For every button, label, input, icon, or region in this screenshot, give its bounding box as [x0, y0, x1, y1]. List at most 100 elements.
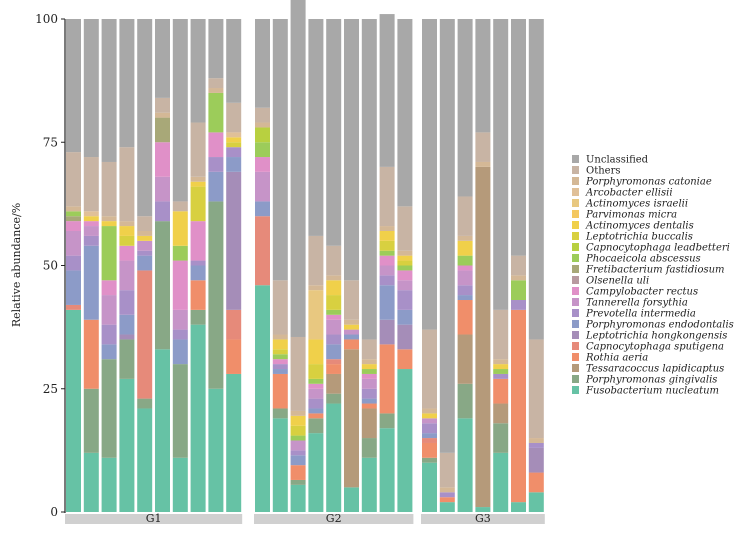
bar-segment	[344, 487, 359, 512]
bar-segment	[511, 502, 526, 512]
bar-segment	[397, 309, 413, 325]
bar-segment	[457, 19, 473, 197]
bar-segment	[422, 423, 437, 434]
bar-segment	[226, 157, 242, 172]
legend-label: Fretibacterium fastidiosum	[585, 265, 725, 276]
bar-segment	[457, 285, 473, 296]
legend-label: Prevotella intermedia	[585, 309, 696, 320]
bar-segment	[308, 398, 324, 409]
bar-segment	[397, 255, 413, 261]
bar-segment	[457, 270, 473, 286]
bar-segment	[290, 0, 306, 337]
legend-swatch	[572, 320, 579, 328]
bar-segment	[528, 447, 544, 473]
bar-segment	[493, 309, 509, 360]
bar-segment	[308, 413, 324, 419]
bar-segment	[101, 344, 117, 360]
legend-label: Arcobacter ellisii	[585, 188, 673, 199]
legend-swatch	[572, 199, 579, 207]
bar-segment	[66, 152, 81, 207]
bar-segment	[83, 216, 99, 222]
legend-label: Parvimonas micra	[585, 210, 677, 221]
legend-swatch	[572, 177, 579, 185]
legend-swatch	[572, 166, 579, 174]
bar-segment	[326, 403, 342, 512]
bar-segment	[326, 295, 342, 310]
legend-label: Unclassified	[586, 155, 649, 166]
bar-segment	[457, 383, 473, 419]
bar-segment	[137, 240, 153, 251]
bar-segment	[308, 339, 324, 365]
bar-segment	[457, 265, 473, 271]
legend-label: Others	[586, 166, 621, 177]
legend-swatch	[572, 309, 579, 317]
bar-segment	[397, 265, 413, 271]
bar-segment	[101, 161, 117, 217]
bar-segment	[137, 216, 153, 231]
bar-segment	[457, 240, 473, 256]
bar-segment	[119, 339, 135, 379]
bar-segment	[290, 435, 306, 441]
bar-segment	[528, 472, 544, 493]
group-label: G1	[146, 512, 162, 525]
bar-segment	[511, 280, 526, 301]
bar-segment	[379, 250, 395, 256]
bar-segment	[308, 408, 324, 414]
group-band	[254, 514, 414, 524]
bar-segment	[422, 442, 437, 458]
bar-segment	[190, 181, 206, 187]
bar-segment	[326, 344, 342, 360]
bar-segment	[290, 410, 306, 416]
legend-label: Actinomyces israelii	[585, 199, 688, 210]
bar-segment	[155, 112, 170, 118]
bar-segment	[172, 19, 188, 202]
bar-segment	[66, 270, 81, 305]
legend-label: Porphyromonas gingivalis	[585, 375, 717, 386]
bar-segment	[226, 102, 242, 133]
legend-swatch	[572, 188, 579, 196]
bar-segment	[272, 359, 288, 365]
bar-segment	[255, 127, 270, 143]
legend-label: Porphyromonas catoniae	[585, 177, 712, 188]
bar-segment	[379, 230, 395, 241]
bar-segment	[155, 142, 170, 177]
bar-segment	[208, 157, 224, 172]
bar-segment	[422, 408, 437, 414]
bar-segment	[155, 176, 170, 202]
bar-segment	[326, 334, 342, 345]
bar-segment	[66, 230, 81, 256]
bar-segment	[397, 270, 413, 281]
bar-segment	[255, 216, 270, 286]
bar-segment	[190, 186, 206, 222]
bar-segment	[226, 171, 242, 310]
bar-segment	[226, 309, 242, 340]
bar-segment	[475, 507, 491, 512]
bar-segment	[66, 304, 81, 310]
legend-swatch	[572, 386, 579, 394]
bar-segment	[190, 221, 206, 261]
bar-segment	[66, 206, 81, 212]
bar-segment	[308, 433, 324, 512]
legend-swatch	[572, 155, 579, 163]
bar-segment	[511, 19, 526, 256]
bar-segment	[326, 19, 342, 246]
bar-segment	[226, 132, 242, 138]
bar-segment	[137, 270, 153, 399]
bar-segment	[397, 250, 413, 256]
bar-segment	[493, 423, 509, 453]
bar-segment	[272, 418, 288, 512]
bar-segment	[361, 378, 377, 389]
bar-segment	[439, 487, 455, 493]
bar-segment	[326, 359, 342, 365]
bar-segment	[83, 157, 99, 212]
bar-segment	[528, 19, 544, 340]
bar-segment	[422, 433, 437, 439]
bar-segment	[290, 336, 306, 411]
legend-swatch	[572, 375, 579, 383]
bar-segment	[308, 19, 324, 236]
group-layer: G1 G2 G3	[65, 512, 545, 525]
bar-segment	[101, 295, 117, 325]
bar-segment	[101, 221, 117, 227]
bar-segment	[397, 369, 413, 512]
